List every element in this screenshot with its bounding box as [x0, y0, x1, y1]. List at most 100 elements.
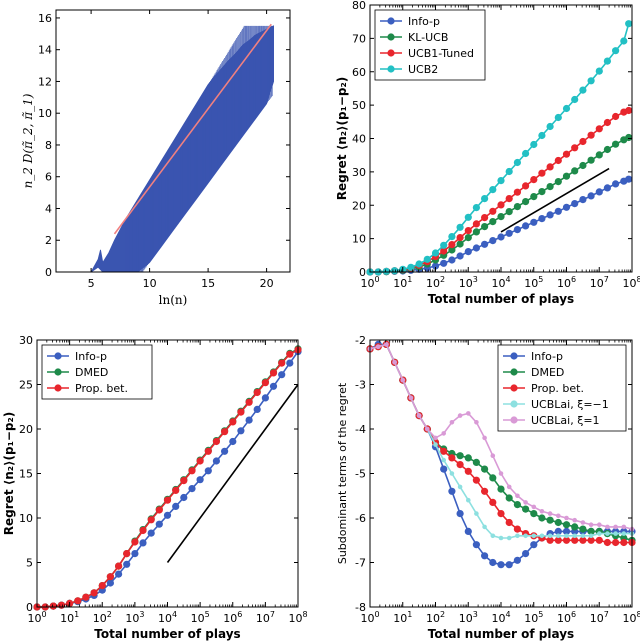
- panel_b-xtick-label: 106: [557, 275, 576, 290]
- panel_b-series-point-0: [497, 233, 505, 241]
- panel_b-series-point-3: [522, 149, 530, 158]
- panel_d-series-point-3: [547, 533, 553, 539]
- panel_b-xtick-label: 101: [393, 275, 412, 290]
- panel_c-series-point-2: [180, 477, 188, 485]
- panel_b-series-point-3: [497, 177, 505, 185]
- panel_c-xtick-exponent: 4: [172, 610, 177, 619]
- panel_b-series-point-3: [431, 249, 440, 257]
- panel_d-series-point-3: [613, 531, 618, 536]
- panel_d-xtick-exponent: 8: [636, 610, 640, 619]
- panel_c-series-point-0: [278, 371, 286, 379]
- panel_b-series-point-2: [538, 169, 546, 177]
- panel_b-series-point-3: [423, 255, 431, 263]
- panel_c-series-point-0: [229, 437, 237, 446]
- panel_b-series-point-0: [481, 240, 489, 248]
- panel_b-series-point-2: [587, 131, 595, 139]
- panel-a: 0 2 4 6 8 10 12 14 16 5 10 15 20 ln(n) n_2 D(π̃_2, π̃_…: [21, 9, 291, 307]
- panel_b-series-point-1: [595, 151, 603, 159]
- panel_d-series-point-4: [539, 509, 545, 514]
- panel_b-series-point-0: [571, 200, 579, 208]
- panel_b-xtick-exponent: 7: [604, 275, 609, 284]
- panel_b-series-point-3: [530, 140, 538, 149]
- panel_c-ytick-label: 15: [19, 468, 33, 481]
- panel_d-series-point-4: [400, 377, 406, 383]
- panel_c-series-point-2: [286, 350, 294, 358]
- panel_d-ytick-label: -5: [355, 468, 366, 481]
- panel_b-series-point-2: [456, 234, 464, 242]
- panel_d-xtick-exponent: 1: [407, 610, 412, 619]
- panel_b-series-point-2: [440, 247, 448, 255]
- panel_d-series-point-2: [587, 536, 595, 544]
- panel_b-series-point-0: [625, 175, 633, 183]
- panel_a-xtick-label: 20: [260, 277, 274, 290]
- panel_c-series-point-2: [82, 593, 90, 601]
- panel_c-series-point-2: [123, 550, 131, 558]
- panel_d-legend-label: UCBLai, ξ=1: [531, 414, 600, 427]
- panel_d-series-point-4: [474, 420, 479, 425]
- panel_d-series-point-1: [587, 527, 595, 536]
- panel_b-series-point-3: [587, 77, 595, 85]
- panel_d-series-point-0: [472, 541, 480, 549]
- panel_c-legend-swatch-marker: [54, 384, 62, 392]
- panel_c-xtick-exponent: 3: [139, 610, 144, 619]
- panel_c-xtick-exponent: 8: [302, 610, 307, 619]
- panel_d-series-point-3: [506, 535, 512, 541]
- panel_d-series-point-1: [472, 458, 480, 466]
- panel_b-series-point-0: [538, 215, 546, 223]
- panel_c-series-point-0: [212, 457, 220, 465]
- panel_c-series-point-2: [212, 437, 220, 446]
- panel_b-series-point-2: [505, 195, 513, 203]
- panel_d-x-axis-label: Total number of plays: [428, 627, 574, 641]
- panel_d-series-point-1: [530, 509, 538, 518]
- panel_d-series-point-4: [498, 471, 504, 476]
- panel_c-xtick-label: 104: [158, 610, 177, 625]
- panel_b-series-point-1: [481, 223, 489, 231]
- panel_b-series-point-2: [489, 207, 497, 215]
- panel_c-xtick-exponent: 6: [237, 610, 242, 619]
- panel_b-ytick-label: 40: [352, 133, 366, 146]
- panel_d-series-point-4: [441, 431, 447, 436]
- panel_b-xtick-exponent: 2: [440, 275, 445, 284]
- panel_c-ytick-label: 0: [26, 601, 33, 614]
- panel_d-series-point-0: [497, 561, 505, 569]
- panel_d-xtick-exponent: 5: [538, 610, 543, 619]
- panel_c-xtick-label: 100: [27, 610, 46, 625]
- panel_a-xtick-label: 5: [88, 277, 95, 290]
- panel_c-series-point-2: [221, 428, 229, 436]
- panel_b-xtick-label: 104: [491, 275, 510, 290]
- panel_a-ytick-label: 14: [38, 44, 52, 57]
- panel_d-series-point-0: [448, 487, 456, 495]
- panel_d-series-point-0: [513, 556, 522, 564]
- panel_c-series-point-0: [115, 570, 123, 578]
- panel_d-series-point-3: [588, 533, 594, 539]
- panel_d-series-point-3: [433, 442, 438, 447]
- panel_c-ytick-label: 25: [19, 379, 33, 392]
- panel_d-series-point-0: [530, 541, 538, 549]
- panel_b-ytick-label: 80: [352, 0, 366, 12]
- panel_d-series-point-0: [554, 527, 562, 536]
- panel_d-series-point-3: [572, 533, 577, 539]
- panel_d-series-point-3: [597, 531, 602, 536]
- panel_c-series-point-0: [155, 520, 163, 528]
- panel_d-series-point-1: [513, 501, 522, 509]
- panel_d-series-point-4: [425, 426, 430, 432]
- panel_d-xtick-exponent: 6: [571, 610, 576, 619]
- panel_d-y-axis-label: Subdominant terms of the regret: [336, 382, 349, 564]
- panel_c-series-point-2: [188, 467, 196, 475]
- panel_d-series-point-3: [580, 533, 586, 539]
- panel_c-series-point-2: [196, 457, 204, 465]
- panel_d-series-point-4: [556, 513, 561, 519]
- panel_d-series-point-4: [605, 524, 610, 530]
- panel_c-series-point-0: [163, 511, 172, 519]
- panel_d-ytick-label: -4: [355, 423, 366, 436]
- panel_d-legend-label: Info-p: [531, 350, 563, 363]
- panel_b-series-point-2: [579, 137, 587, 146]
- panel_c-series-point-2: [204, 447, 212, 455]
- panel_c-series-point-2: [90, 589, 98, 597]
- panel_c-series-point-2: [253, 388, 261, 397]
- panel_d-series-point-2: [464, 467, 472, 475]
- panel_b-series-point-3: [489, 186, 497, 194]
- panel_d-series-point-3: [605, 531, 610, 536]
